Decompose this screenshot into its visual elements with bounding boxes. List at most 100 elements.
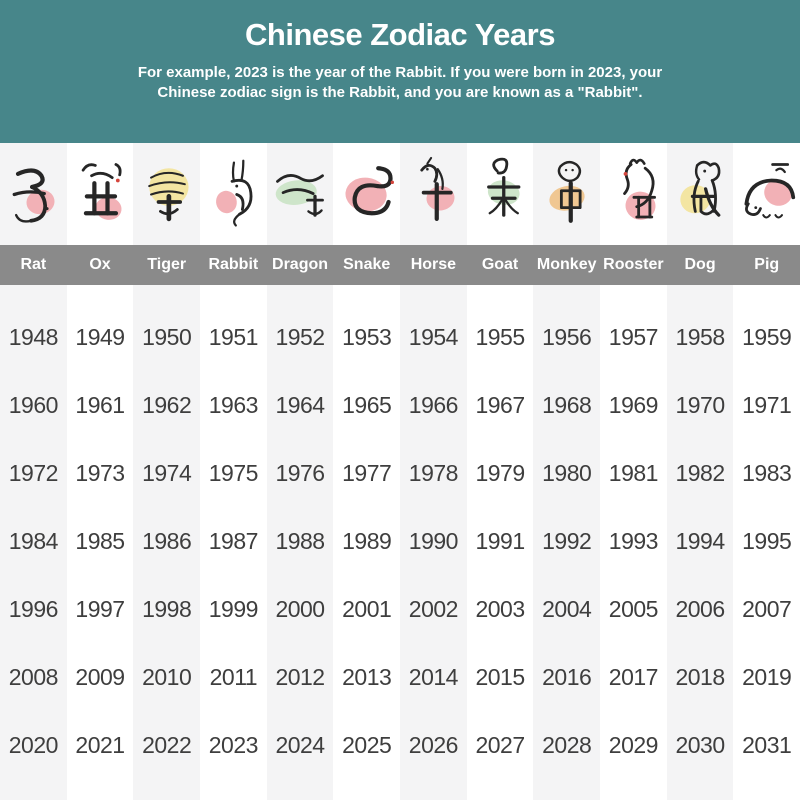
header-subtitle: For example, 2023 is the year of the Rab… xyxy=(80,63,720,103)
year-cell: 1988 xyxy=(275,527,325,554)
brush-stroke xyxy=(436,167,445,190)
year-cell: 2011 xyxy=(209,663,258,690)
year-cell: 2005 xyxy=(608,595,659,622)
year-cell: 1992 xyxy=(542,527,592,554)
year-cell: 1959 xyxy=(742,323,792,350)
zodiac-icon-cell xyxy=(733,143,800,245)
year-cell: 1984 xyxy=(8,527,59,554)
year-cell: 1953 xyxy=(342,323,392,350)
year-cell: 1985 xyxy=(75,527,125,554)
zodiac-column-horse: Horse 1954 1966 1978 1990 2002 2014 2026 xyxy=(400,143,467,800)
year-cell: 1987 xyxy=(208,527,259,554)
year-cell: 2015 xyxy=(475,663,525,690)
year-cell: 1970 xyxy=(675,391,725,418)
brush-stroke xyxy=(235,192,245,211)
year-cell: 2028 xyxy=(542,731,592,758)
year-cell: 1979 xyxy=(475,459,525,486)
brush-stroke xyxy=(426,156,433,165)
brush-stroke xyxy=(232,161,236,182)
year-cell: 2006 xyxy=(675,595,725,622)
header: Chinese Zodiac Years For example, 2023 i… xyxy=(0,0,800,143)
zodiac-icon-cell xyxy=(667,143,734,245)
zodiac-icon-cell xyxy=(133,143,200,245)
year-cell: 1964 xyxy=(275,391,325,418)
year-list: 1953 1965 1977 1989 2001 2013 2025 xyxy=(333,285,400,779)
year-cell: 2007 xyxy=(742,595,792,622)
year-list: 1948 1960 1972 1984 1996 2008 2020 xyxy=(0,285,67,779)
dragon-icon xyxy=(275,173,324,217)
year-cell: 1997 xyxy=(75,595,125,622)
brush-stroke xyxy=(488,198,504,214)
zodiac-column-rooster: Rooster 1957 1969 1981 1993 2005 2017 2029 xyxy=(600,143,667,800)
year-cell: 2029 xyxy=(608,731,659,758)
animal-name-tiger: Tiger xyxy=(133,245,201,285)
brush-stroke xyxy=(694,163,701,181)
brush-stroke xyxy=(90,171,114,179)
year-cell: 1954 xyxy=(408,323,459,350)
year-cell: 1971 xyxy=(742,391,792,418)
year-cell: 2000 xyxy=(275,595,325,622)
animal-name-rabbit: Rabbit xyxy=(200,245,267,285)
year-list: 1956 1968 1980 1992 2004 2016 2028 xyxy=(533,285,600,779)
accent-dot xyxy=(115,178,120,182)
brush-stroke xyxy=(492,157,509,174)
year-cell: 1961 xyxy=(75,391,125,418)
year-cell: 1962 xyxy=(142,391,192,418)
year-list: 1951 1963 1975 1987 1999 2011 2023 xyxy=(200,285,267,779)
year-cell: 2021 xyxy=(75,731,125,758)
zodiac-icon-cell xyxy=(467,143,534,245)
animal-name-snake: Snake xyxy=(333,245,401,285)
brush-stroke xyxy=(240,159,245,182)
year-cell: 1990 xyxy=(408,527,459,554)
monkey-icon xyxy=(549,160,585,223)
animal-name-horse: Horse xyxy=(400,245,467,285)
year-cell: 2003 xyxy=(475,595,525,622)
brush-stroke xyxy=(704,186,721,217)
zodiac-column-dog: Dog 1958 1970 1982 1994 2006 2018 2030 xyxy=(666,143,734,800)
brush-stroke xyxy=(15,213,33,223)
zodiac-table: Rat 1948 1960 1972 1984 1996 2008 2020 Ox 1949 196… xyxy=(0,143,800,800)
year-cell: 1998 xyxy=(142,595,192,622)
year-list: 1955 1967 1979 1991 2003 2015 2027 xyxy=(467,285,534,779)
year-cell: 1993 xyxy=(608,527,659,554)
dog-icon xyxy=(680,160,721,217)
zodiac-column-goat: Goat 1955 1967 1979 1991 2003 2015 2027 xyxy=(466,143,534,800)
brush-stroke xyxy=(158,207,179,215)
animal-name-rat: Rat xyxy=(0,245,67,285)
year-cell: 2013 xyxy=(342,663,392,690)
zodiac-icon-cell xyxy=(0,143,67,245)
year-cell: 1986 xyxy=(142,527,192,554)
watercolor-blob xyxy=(345,177,387,211)
year-cell: 1973 xyxy=(75,459,125,486)
brush-stroke xyxy=(420,163,439,183)
pig-icon xyxy=(744,162,795,218)
rooster-icon xyxy=(623,158,657,220)
year-cell: 1989 xyxy=(342,527,392,554)
year-cell: 2018 xyxy=(675,663,725,690)
year-cell: 2016 xyxy=(542,663,592,690)
year-cell: 1955 xyxy=(475,323,525,350)
snake-icon xyxy=(345,165,394,215)
brush-stroke xyxy=(231,178,253,216)
year-cell: 1958 xyxy=(675,323,725,350)
year-cell: 2019 xyxy=(742,663,792,690)
zodiac-column-dragon: Dragon 1952 1964 1976 1988 2000 2012 2024 xyxy=(266,143,334,800)
year-cell: 2026 xyxy=(408,731,459,758)
brush-stroke xyxy=(16,167,46,189)
year-cell: 1951 xyxy=(208,323,259,350)
brush-stroke xyxy=(114,162,122,176)
year-list: 1957 1969 1981 1993 2005 2017 2029 xyxy=(600,285,667,779)
animal-name-rooster: Rooster xyxy=(600,245,667,285)
brush-stroke xyxy=(81,162,97,172)
year-cell: 1981 xyxy=(608,459,659,486)
animal-name-dog: Dog xyxy=(666,245,734,285)
year-cell: 2023 xyxy=(208,731,259,758)
year-cell: 1948 xyxy=(8,323,59,350)
accent-dot xyxy=(426,167,430,170)
year-cell: 1972 xyxy=(8,459,59,486)
accent-dot xyxy=(390,180,394,184)
watercolor-blob xyxy=(275,179,317,205)
brush-stroke xyxy=(149,171,184,179)
zodiac-column-rabbit: Rabbit 1951 1963 1975 1987 1999 2011 2023 xyxy=(200,143,267,800)
year-list: 1950 1962 1974 1986 1998 2010 2022 xyxy=(133,285,200,779)
